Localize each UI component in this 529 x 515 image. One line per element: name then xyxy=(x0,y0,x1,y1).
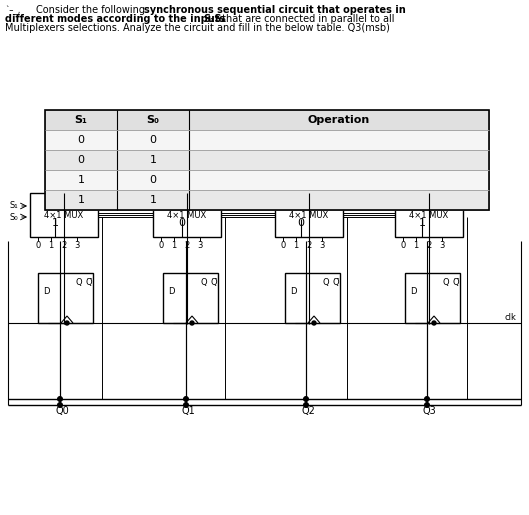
Text: 3: 3 xyxy=(197,241,203,249)
Text: 4×1 MUX: 4×1 MUX xyxy=(409,211,449,219)
Text: 1: 1 xyxy=(51,218,59,228)
Text: Q: Q xyxy=(443,278,449,286)
Circle shape xyxy=(190,321,194,325)
Text: 0: 0 xyxy=(150,135,157,145)
Text: D: D xyxy=(290,286,296,296)
Circle shape xyxy=(304,397,308,401)
Text: 3: 3 xyxy=(320,241,325,249)
Bar xyxy=(30,193,98,237)
Bar xyxy=(45,110,489,130)
Circle shape xyxy=(425,403,430,407)
Text: Q0: Q0 xyxy=(55,406,69,416)
Text: 0: 0 xyxy=(78,135,85,145)
Text: 4×1 MUX: 4×1 MUX xyxy=(289,211,329,219)
Text: 0: 0 xyxy=(35,241,41,249)
Text: D: D xyxy=(410,286,416,296)
Text: 3: 3 xyxy=(439,241,445,249)
Bar xyxy=(45,110,489,210)
Text: clk: clk xyxy=(504,313,516,321)
Text: Q̅: Q̅ xyxy=(453,278,459,286)
Text: 0: 0 xyxy=(78,155,85,165)
Text: 4×1 MUX: 4×1 MUX xyxy=(167,211,207,219)
Text: S₁: S₁ xyxy=(75,115,87,125)
Circle shape xyxy=(425,397,430,401)
Bar xyxy=(153,193,221,237)
Circle shape xyxy=(304,403,308,407)
Bar xyxy=(45,190,489,210)
Text: D: D xyxy=(168,286,174,296)
Text: Q̅: Q̅ xyxy=(211,278,217,286)
Text: Q1: Q1 xyxy=(181,406,195,416)
Text: 2: 2 xyxy=(61,241,67,249)
Circle shape xyxy=(432,321,436,325)
Text: 2: 2 xyxy=(426,241,432,249)
Circle shape xyxy=(184,397,188,401)
Text: Q̅: Q̅ xyxy=(86,278,93,286)
Text: 4×1 MUX: 4×1 MUX xyxy=(44,211,84,219)
Text: 1: 1 xyxy=(294,241,299,249)
Bar xyxy=(285,273,340,323)
Bar xyxy=(45,130,489,150)
Text: 1: 1 xyxy=(413,241,418,249)
Text: S₀: S₀ xyxy=(10,213,18,221)
Text: 0: 0 xyxy=(400,241,406,249)
Circle shape xyxy=(58,403,62,407)
Text: 1: 1 xyxy=(48,241,53,249)
Text: Q3: Q3 xyxy=(422,406,436,416)
Text: Q: Q xyxy=(200,278,207,286)
Bar xyxy=(45,150,489,170)
Bar xyxy=(395,193,463,237)
Text: `–_,: `–_, xyxy=(5,5,21,15)
Text: 2: 2 xyxy=(185,241,189,249)
Text: Multiplexers selections. Analyze the circuit and fill in the below table. Q3(msb: Multiplexers selections. Analyze the cir… xyxy=(5,23,390,33)
Text: Q̅: Q̅ xyxy=(333,278,339,286)
Circle shape xyxy=(58,397,62,401)
Text: 0: 0 xyxy=(280,241,286,249)
Text: 1: 1 xyxy=(150,155,157,165)
Text: Q: Q xyxy=(76,278,83,286)
Circle shape xyxy=(184,403,188,407)
Text: 2: 2 xyxy=(306,241,312,249)
Bar xyxy=(275,193,343,237)
Text: 1: 1 xyxy=(418,218,425,228)
Circle shape xyxy=(312,321,316,325)
Bar xyxy=(163,273,218,323)
Bar xyxy=(405,273,460,323)
Text: that are connected in parallel to all: that are connected in parallel to all xyxy=(219,14,395,24)
Text: 0: 0 xyxy=(178,218,186,228)
Text: 3: 3 xyxy=(74,241,80,249)
Text: Consider the following: Consider the following xyxy=(36,5,148,15)
Circle shape xyxy=(65,321,69,325)
Text: Operation: Operation xyxy=(308,115,370,125)
Bar xyxy=(45,170,489,190)
Text: Q2: Q2 xyxy=(301,406,315,416)
Text: S₁: S₁ xyxy=(10,201,18,211)
Text: 0: 0 xyxy=(297,218,305,228)
Bar xyxy=(38,273,93,323)
Text: 0: 0 xyxy=(150,175,157,185)
Text: D: D xyxy=(43,286,49,296)
Text: 1: 1 xyxy=(150,195,157,205)
Text: different modes according to the inputs: different modes according to the inputs xyxy=(5,14,229,24)
Text: 1: 1 xyxy=(171,241,177,249)
Text: 0: 0 xyxy=(158,241,163,249)
Text: synchronous sequential circuit that operates in: synchronous sequential circuit that oper… xyxy=(144,5,406,15)
Text: S₀: S₀ xyxy=(147,115,160,125)
Text: Q: Q xyxy=(323,278,330,286)
Text: 1: 1 xyxy=(78,195,85,205)
Text: 1: 1 xyxy=(78,175,85,185)
Text: S₁S₀: S₁S₀ xyxy=(203,14,226,24)
